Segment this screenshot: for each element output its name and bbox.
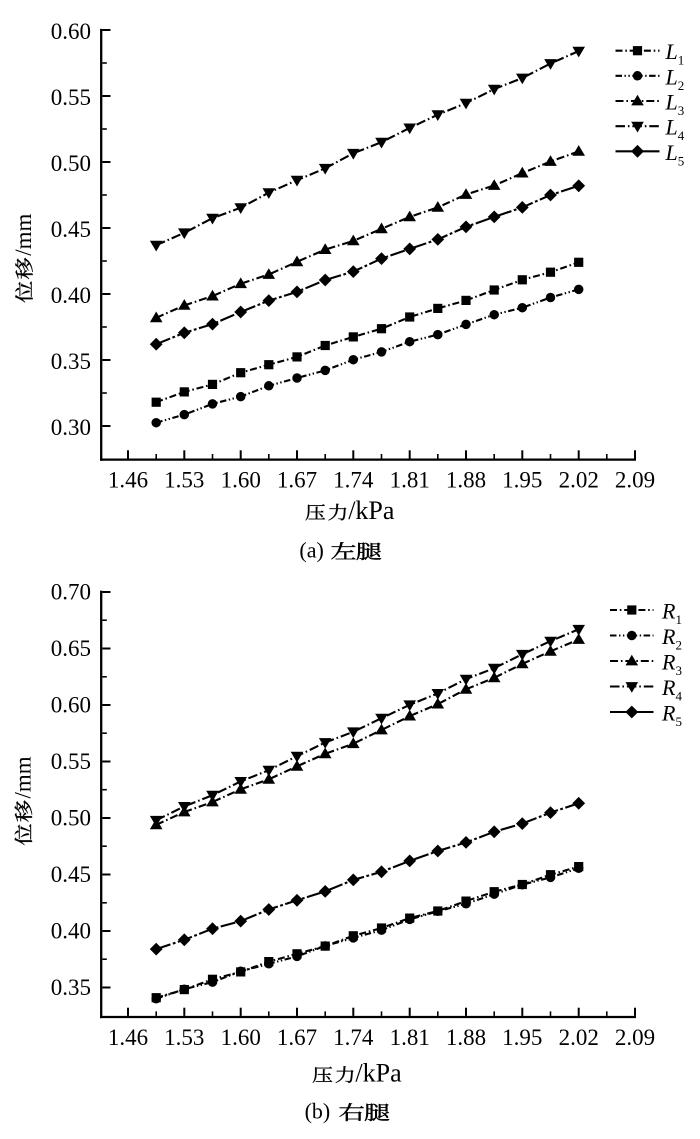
svg-text:0.50: 0.50 xyxy=(51,806,91,831)
svg-text:0.45: 0.45 xyxy=(51,862,91,887)
svg-text:0.65: 0.65 xyxy=(51,636,91,661)
svg-text:1.53: 1.53 xyxy=(164,468,204,493)
svg-text:1.74: 1.74 xyxy=(333,468,374,493)
svg-text:1.74: 1.74 xyxy=(333,1025,374,1050)
svg-text:0.60: 0.60 xyxy=(51,693,91,718)
svg-text:0.40: 0.40 xyxy=(51,919,91,944)
svg-text:0.60: 0.60 xyxy=(51,19,91,44)
svg-text:0.50: 0.50 xyxy=(51,151,91,176)
svg-text:1.67: 1.67 xyxy=(277,468,317,493)
svg-text:1.60: 1.60 xyxy=(221,468,261,493)
svg-text:2.02: 2.02 xyxy=(559,468,599,493)
svg-text:(b): (b) xyxy=(305,1099,331,1124)
svg-text:/mm: /mm xyxy=(11,214,36,256)
svg-text:1.81: 1.81 xyxy=(390,1025,430,1050)
svg-text:2.02: 2.02 xyxy=(559,1025,599,1050)
svg-text:2.09: 2.09 xyxy=(615,468,655,493)
svg-text:0.35: 0.35 xyxy=(51,349,91,374)
svg-text:1.67: 1.67 xyxy=(277,1025,317,1050)
svg-text:1.46: 1.46 xyxy=(108,468,148,493)
svg-text:(a): (a) xyxy=(299,538,323,563)
svg-text:0.45: 0.45 xyxy=(51,217,91,242)
svg-text:1.88: 1.88 xyxy=(446,1025,486,1050)
svg-text:1.95: 1.95 xyxy=(502,1025,542,1050)
svg-text:/kPa: /kPa xyxy=(348,496,395,525)
svg-text:1.95: 1.95 xyxy=(502,468,542,493)
svg-text:0.55: 0.55 xyxy=(51,85,91,110)
svg-text:1.60: 1.60 xyxy=(221,1025,261,1050)
svg-text:0.70: 0.70 xyxy=(51,580,91,605)
svg-text:/kPa: /kPa xyxy=(355,1059,402,1088)
svg-text:2.09: 2.09 xyxy=(615,1025,655,1050)
svg-text:/mm: /mm xyxy=(11,756,36,798)
svg-text:0.40: 0.40 xyxy=(51,283,91,308)
svg-text:1.88: 1.88 xyxy=(446,468,486,493)
svg-text:1.53: 1.53 xyxy=(164,1025,204,1050)
svg-text:1.81: 1.81 xyxy=(390,468,430,493)
svg-text:0.30: 0.30 xyxy=(51,415,91,440)
svg-text:0.55: 0.55 xyxy=(51,749,91,774)
svg-text:1.46: 1.46 xyxy=(108,1025,148,1050)
svg-text:0.35: 0.35 xyxy=(51,975,91,1000)
